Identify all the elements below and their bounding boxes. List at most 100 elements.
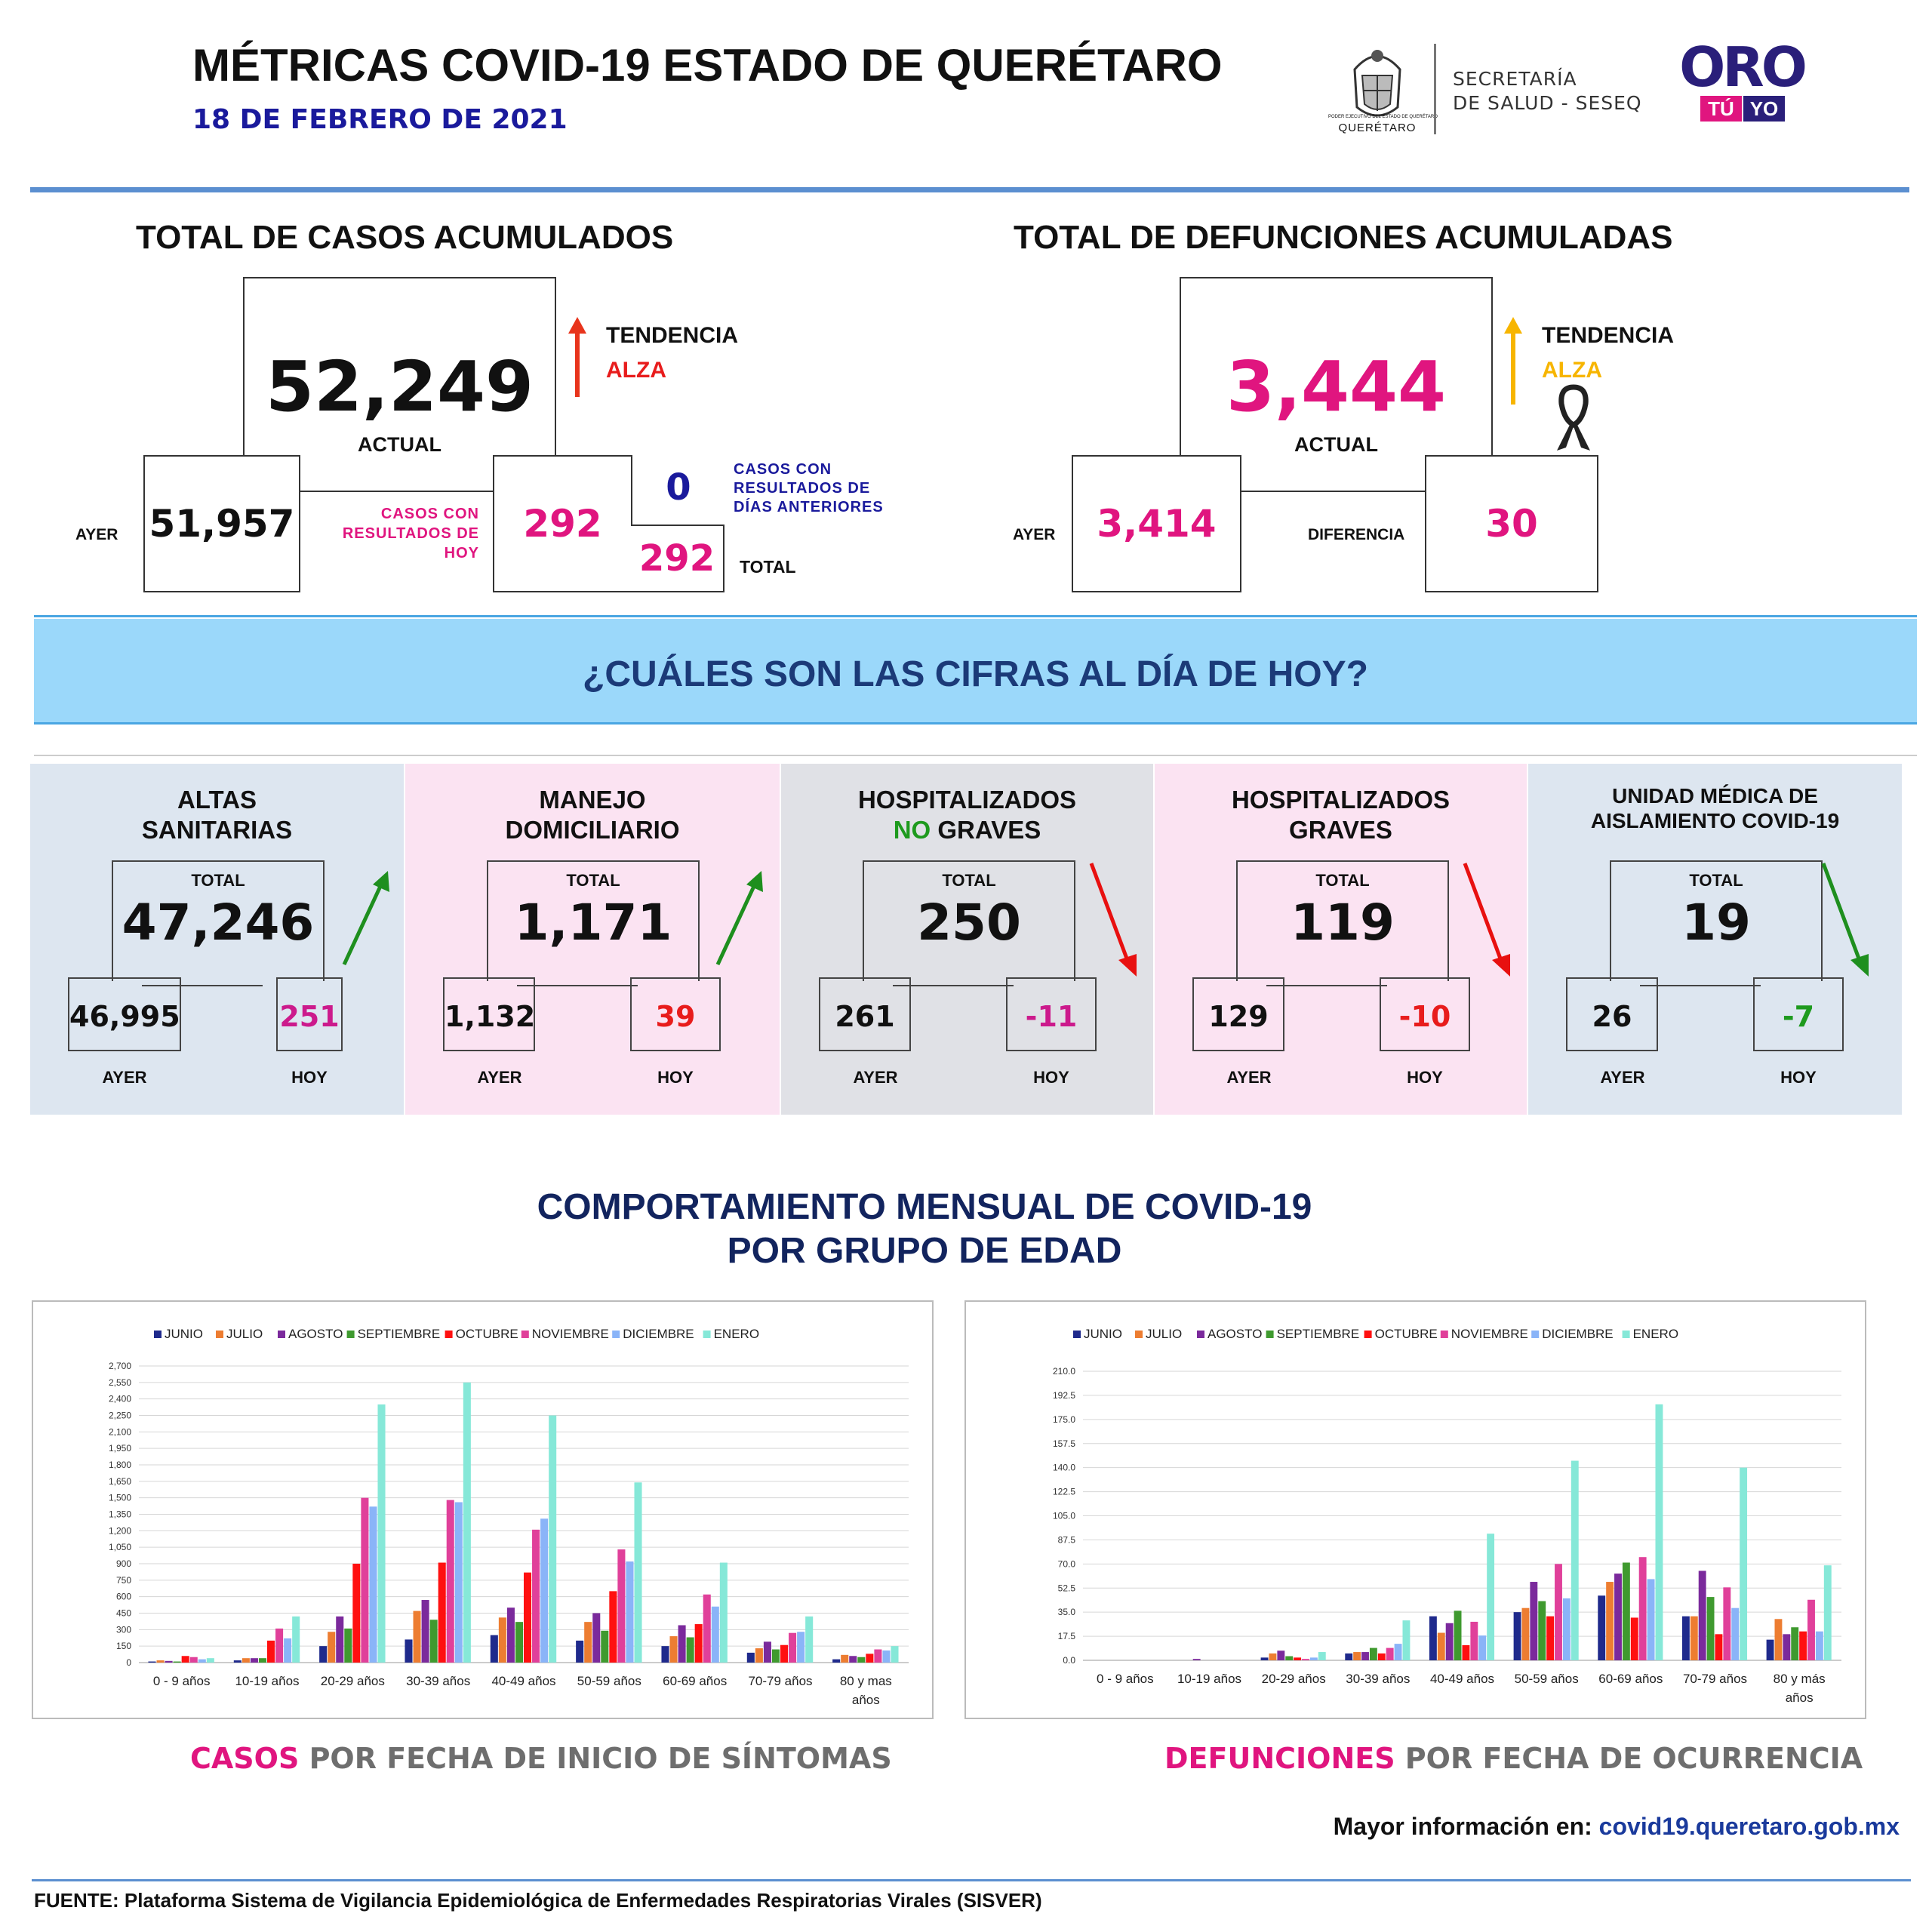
x-category-label: 10-19 años	[1177, 1672, 1241, 1686]
ayer-label: AYER	[1600, 1068, 1645, 1087]
bar	[1791, 1627, 1799, 1660]
bar	[515, 1622, 523, 1663]
def-diferencia-box: 30	[1425, 455, 1598, 592]
bar	[609, 1591, 617, 1663]
caption-casos-word: CASOS	[190, 1742, 300, 1775]
legend-label: ENERO	[1633, 1327, 1678, 1341]
legend-label: NOVIEMBRE	[1451, 1327, 1528, 1341]
y-tick-label: 300	[116, 1624, 131, 1635]
y-tick-label: 140.0	[1053, 1463, 1075, 1473]
casos-dias-label-1: CASOS CON	[734, 461, 832, 478]
bar	[592, 1613, 601, 1663]
y-tick-label: 0	[126, 1657, 131, 1668]
bar	[711, 1606, 719, 1663]
x-category-label: años	[1786, 1690, 1814, 1705]
legend-swatch	[1073, 1331, 1081, 1338]
casos-ayer-box: 51,957	[143, 455, 300, 592]
legend-label: JULIO	[1146, 1327, 1182, 1341]
casos-chart-frame: JUNIO JULIO AGOSTO SEPTIEMBRE OCTUBRE NOVIEMB…	[32, 1300, 934, 1719]
bar	[498, 1617, 506, 1663]
x-category-label: 10-19 años	[235, 1674, 299, 1688]
total-label: TOTAL	[191, 871, 245, 890]
bar	[463, 1382, 471, 1663]
trend-down-arrow-icon	[1821, 863, 1869, 977]
y-tick-label: 35.0	[1058, 1607, 1076, 1617]
panel-title-line-2: GRAVES	[1289, 816, 1392, 844]
bar	[1277, 1651, 1285, 1660]
x-category-label: 30-39 años	[1346, 1672, 1410, 1686]
casos-chart-caption: CASOS POR FECHA DE INICIO DE SÍNTOMAS	[190, 1742, 892, 1775]
bar	[661, 1646, 669, 1663]
bar	[1571, 1460, 1579, 1660]
trend-down-arrow-icon	[1463, 863, 1510, 977]
bar	[1655, 1404, 1663, 1660]
trend-up-arrow-icon	[715, 871, 763, 966]
casos-actual-box: 52,249 ACTUAL	[243, 277, 556, 458]
casos-dias-label-3: DÍAS ANTERIORES	[734, 499, 884, 515]
casos-connector	[300, 491, 493, 492]
legend-swatch	[521, 1331, 529, 1338]
y-tick-label: 1,350	[109, 1509, 131, 1520]
ayer-label: AYER	[477, 1068, 522, 1087]
bar	[789, 1632, 797, 1663]
bar	[148, 1661, 156, 1663]
bar	[1823, 1565, 1832, 1660]
def-diferencia-value: 30	[1485, 502, 1538, 546]
legend-swatch	[346, 1331, 355, 1338]
bar	[189, 1657, 198, 1663]
tu-badge: TÚ	[1700, 96, 1742, 122]
footer-divider	[32, 1879, 1911, 1881]
bar	[1681, 1616, 1690, 1660]
bar	[1783, 1634, 1791, 1660]
total-label: TOTAL	[1315, 871, 1370, 890]
legend-label: JUNIO	[1084, 1327, 1122, 1341]
page-title: MÉTRICAS COVID-19 ESTADO DE QUERÉTARO	[192, 40, 1223, 91]
bar	[1361, 1652, 1369, 1660]
def-tendencia-value: ALZA	[1542, 358, 1602, 383]
x-category-label: 50-59 años	[1515, 1672, 1579, 1686]
bar	[242, 1658, 250, 1663]
bar	[165, 1660, 173, 1663]
x-category-label: 20-29 años	[321, 1674, 385, 1688]
bar	[1394, 1644, 1402, 1660]
bar	[1723, 1587, 1731, 1660]
hoy-label: HOY	[291, 1068, 328, 1087]
bar	[1302, 1659, 1309, 1660]
total-value: 47,246	[122, 894, 315, 952]
casos-hoy-label: CASOS CON RESULTADOS DE HOY	[317, 504, 479, 563]
legend-label: JULIO	[226, 1327, 263, 1341]
y-tick-label: 52.5	[1058, 1583, 1076, 1593]
bar	[156, 1660, 165, 1663]
casos-total-label: TOTAL	[740, 557, 796, 577]
bar	[1513, 1612, 1521, 1660]
bar	[1269, 1653, 1277, 1660]
bar	[275, 1628, 284, 1663]
yo-badge: YO	[1743, 96, 1785, 122]
bar	[181, 1656, 189, 1663]
casos-hoy-label-1: CASOS CON	[380, 506, 479, 522]
bar	[1538, 1601, 1546, 1660]
bar	[626, 1561, 634, 1663]
bar	[601, 1630, 609, 1663]
casos-dias-label: CASOS CON RESULTADOS DE DÍAS ANTERIORES	[734, 460, 884, 517]
def-actual-box: 3,444 ACTUAL	[1180, 277, 1493, 458]
government-logo: PODER EJECUTIVO DEL ESTADO DE QUERÉTARO …	[1328, 39, 1438, 137]
bar	[1445, 1623, 1454, 1660]
def-connector	[1241, 491, 1426, 492]
bar	[233, 1660, 242, 1663]
info-url-link[interactable]: covid19.queretaro.gob.mx	[1598, 1813, 1900, 1840]
casos-tendencia-value: ALZA	[606, 358, 666, 383]
caption-defunciones-word: DEFUNCIONES	[1164, 1742, 1395, 1775]
bar	[1345, 1653, 1353, 1660]
y-tick-label: 2,550	[109, 1377, 131, 1388]
question-banner: ¿CUÁLES SON LAS CIFRAS AL DÍA DE HOY?	[34, 619, 1917, 724]
legend-swatch	[1197, 1331, 1204, 1338]
bar	[429, 1620, 438, 1663]
bar	[1285, 1656, 1294, 1660]
panel-5: UNIDAD MÉDICA DE AISLAMIENTO COVID-19 TO…	[1528, 764, 1902, 1115]
casos-hoy-value: 292	[523, 502, 602, 546]
defunciones-title: TOTAL DE DEFUNCIONES ACUMULADAS	[1014, 219, 1673, 256]
legend-swatch	[612, 1331, 620, 1338]
bar	[446, 1500, 454, 1663]
y-tick-label: 210.0	[1053, 1366, 1075, 1377]
